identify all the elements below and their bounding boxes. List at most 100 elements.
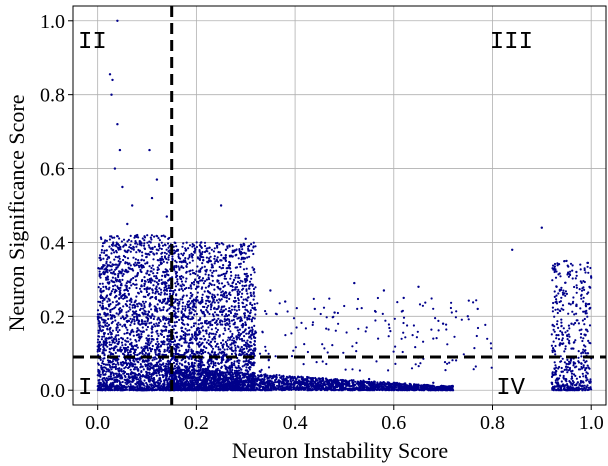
- data-point: [138, 376, 141, 379]
- data-point: [245, 359, 248, 362]
- data-point: [245, 304, 248, 307]
- data-point: [158, 247, 161, 250]
- data-point: [127, 310, 130, 313]
- data-point: [230, 348, 233, 351]
- data-point: [207, 359, 210, 362]
- data-point: [151, 264, 154, 267]
- data-point: [154, 292, 157, 295]
- data-point: [157, 384, 161, 387]
- data-point: [252, 241, 255, 244]
- data-point: [230, 343, 233, 346]
- data-point: [167, 256, 170, 259]
- data-point: [188, 372, 191, 375]
- data-point: [213, 296, 216, 299]
- data-point: [101, 362, 104, 365]
- data-point: [141, 320, 144, 323]
- data-point: [242, 302, 245, 305]
- data-point: [200, 326, 203, 330]
- data-point: [237, 302, 240, 305]
- data-point: [156, 290, 159, 293]
- data-point: [215, 299, 218, 302]
- data-point: [150, 321, 153, 324]
- data-point: [246, 256, 249, 259]
- data-point: [122, 297, 125, 300]
- data-point: [198, 258, 201, 261]
- data-point: [208, 343, 211, 346]
- data-point: [167, 258, 170, 261]
- data-point: [120, 348, 123, 352]
- data-point: [235, 283, 238, 286]
- data-point: [218, 251, 222, 254]
- data-point: [248, 249, 251, 252]
- data-point: [212, 332, 215, 335]
- data-point: [213, 351, 217, 354]
- data-point: [147, 385, 151, 389]
- data-point: [124, 339, 127, 342]
- data-point: [164, 378, 167, 381]
- data-point: [105, 249, 108, 252]
- data-point: [201, 329, 205, 332]
- data-point: [210, 274, 213, 277]
- data-point: [166, 297, 170, 300]
- data-point: [212, 315, 215, 318]
- data-point: [250, 277, 253, 280]
- data-point: [124, 262, 127, 265]
- data-point: [110, 372, 113, 375]
- data-point: [178, 362, 181, 365]
- data-point: [99, 328, 102, 331]
- data-point: [143, 309, 146, 312]
- data-point: [101, 299, 104, 302]
- data-point: [205, 247, 208, 250]
- data-point: [157, 292, 160, 295]
- data-point: [147, 310, 150, 313]
- data-point: [225, 313, 228, 316]
- data-point: [103, 349, 106, 352]
- data-point: [144, 252, 148, 255]
- data-point: [134, 348, 137, 351]
- data-point: [249, 329, 252, 332]
- data-point: [110, 378, 113, 381]
- data-point: [102, 382, 105, 385]
- data-point: [133, 366, 136, 369]
- data-point: [194, 278, 197, 281]
- data-point: [115, 339, 118, 343]
- data-point: [193, 362, 196, 365]
- data-point: [167, 382, 170, 385]
- data-point: [146, 269, 149, 272]
- data-point: [134, 279, 138, 282]
- data-point: [151, 247, 154, 251]
- data-point: [104, 285, 107, 288]
- data-point: [115, 323, 119, 326]
- data-point: [187, 363, 191, 366]
- data-point: [101, 304, 104, 307]
- data-point: [197, 364, 200, 367]
- data-point: [122, 254, 125, 258]
- data-point: [105, 254, 108, 257]
- data-point: [163, 293, 166, 296]
- data-point: [140, 280, 143, 283]
- data-point: [251, 328, 254, 331]
- data-point: [100, 367, 103, 371]
- data-point: [228, 320, 231, 323]
- data-point: [237, 331, 240, 334]
- data-point: [181, 319, 185, 322]
- data-point: [220, 365, 223, 368]
- data-point: [107, 255, 110, 258]
- data-point: [223, 348, 226, 351]
- data-point: [109, 348, 112, 351]
- data-point: [106, 322, 109, 325]
- data-point: [143, 320, 147, 323]
- data-point: [228, 307, 231, 310]
- data-point: [136, 385, 139, 388]
- data-point: [140, 346, 143, 349]
- data-point: [98, 349, 101, 353]
- data-point: [105, 296, 108, 299]
- data-point: [238, 263, 241, 266]
- data-point: [224, 277, 228, 280]
- data-point: [202, 335, 205, 338]
- data-point: [151, 331, 154, 334]
- data-point: [169, 289, 172, 292]
- data-point: [197, 343, 200, 346]
- data-point: [231, 288, 234, 292]
- data-point: [164, 367, 167, 370]
